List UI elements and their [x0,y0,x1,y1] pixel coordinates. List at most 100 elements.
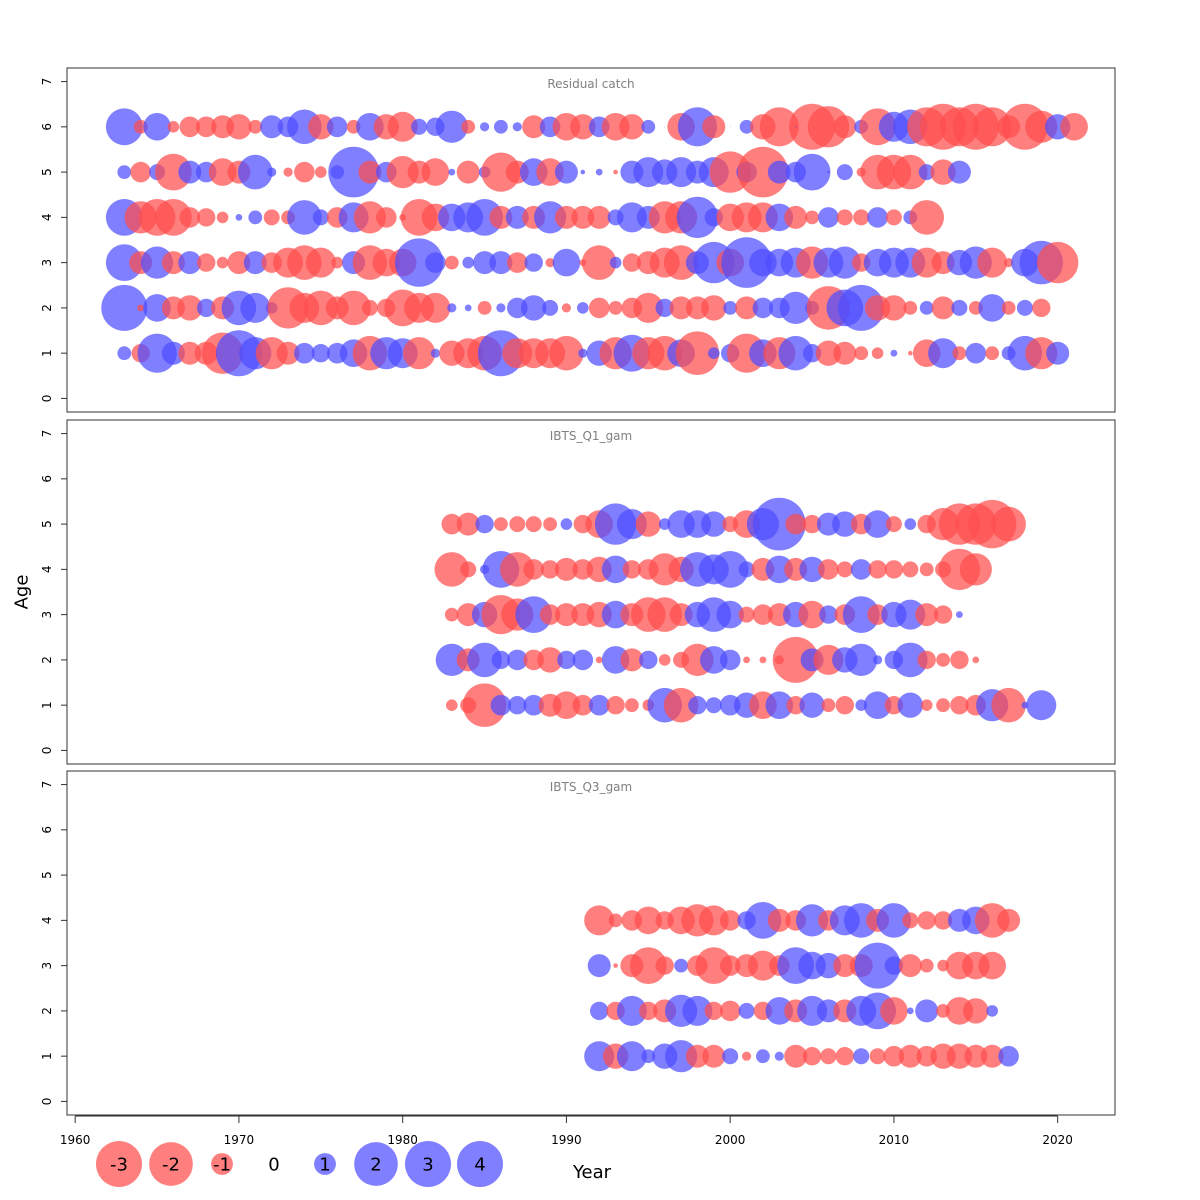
residual-bubble [489,251,513,275]
residual-bubble [507,252,528,273]
residual-bubble [178,341,202,365]
residual-bubble [972,107,1012,147]
residual-bubble [578,348,588,358]
residual-bubble [843,903,879,938]
residual-bubble [695,947,733,984]
y-tick-label: 2 [40,304,54,312]
residual-bubble [911,247,942,278]
residual-bubble [647,597,682,632]
y-tick-label: 2 [40,1007,54,1015]
residual-bubble [719,910,741,931]
residual-bubble [675,331,720,376]
residual-bubble [554,557,578,581]
residual-bubble [836,561,853,578]
residual-bubble [494,119,508,134]
residual-bubble [276,341,300,365]
residual-bubble [893,642,928,678]
residual-bubble [915,999,939,1023]
legend-bubble [149,1142,193,1186]
residual-bubble [420,292,451,323]
residual-bubble [998,1045,1019,1067]
y-tick-label: 3 [40,259,54,267]
residual-bubble [952,346,967,361]
residual-bubble [633,292,664,323]
residual-bubble [818,207,839,228]
residual-bubble [537,647,563,673]
residual-bubble [462,683,507,727]
residual-bubble [863,691,892,719]
residual-bubble [1037,241,1079,284]
residual-bubble [946,1043,973,1069]
residual-bubble [815,340,842,366]
residual-bubble [930,159,956,185]
x-tick-label: 2020 [1042,1133,1073,1147]
residual-bubble [303,290,339,326]
y-tick-label: 7 [40,78,54,86]
residual-bubble [738,1002,755,1019]
y-tick-label: 7 [40,781,54,789]
legend-bubble [405,1141,451,1187]
residual-bubble [747,950,778,981]
residual-bubble [376,207,397,228]
residual-bubble [1001,301,1016,315]
residual-bubble [143,294,171,322]
panel-title: IBTS_Q1_gam [550,429,632,443]
residual-bubble [441,513,463,535]
residual-bubble [448,168,456,176]
residual-bubble [620,648,644,672]
residual-bubble [853,1048,870,1065]
residual-bubble [735,296,759,320]
y-tick-label: 5 [40,520,54,528]
residual-bubble [835,696,854,715]
residual-bubble [980,1044,1004,1068]
residual-bubble [655,298,674,318]
residual-bubble [635,511,661,537]
legend-bubble [314,1153,336,1175]
y-tick-label: 3 [40,962,54,970]
residual-bubble [759,107,799,147]
residual-bubble [708,347,720,360]
residual-bubble [915,603,939,627]
residual-bubble [512,122,522,132]
residual-bubble [588,694,610,716]
residual-bubble [523,559,544,580]
residual-bubble [581,245,617,280]
residual-bubble [361,299,378,316]
residual-bubble [719,1000,741,1022]
residual-bubble [326,116,348,138]
residual-bubble [315,166,327,178]
residual-bubble [658,654,671,666]
residual-bubble [466,199,503,236]
residual-bubble [836,209,853,226]
residual-bubble [178,251,202,275]
residual-bubble [308,114,334,140]
residual-bubble [500,552,535,587]
residual-bubble [845,643,878,677]
residual-bubble [552,691,581,719]
residual-bubble [869,1048,886,1065]
residual-bubble [902,912,919,929]
residual-bubble [540,560,560,579]
residual-bubble [752,297,774,319]
residual-bubble [536,158,564,186]
residual-bubble [863,510,892,538]
residual-bubble [554,603,578,627]
residual-bubble [460,561,477,578]
residual-bubble [639,650,658,670]
residual-bubble [738,606,755,623]
residual-bubble [616,1041,647,1072]
residual-bubble [508,696,527,715]
residual-bubble [294,342,315,364]
residual-bubble [461,119,476,134]
residual-bubble [588,297,610,319]
x-axis: 1960 1970 1980 1990 2000 2010 2020 [60,1115,1073,1147]
residual-bubble [963,998,989,1024]
residual-bubble [312,209,329,226]
residual-bubble [179,116,201,138]
residual-bubble [515,596,553,633]
residual-bubble [832,511,858,537]
residual-bubble [821,698,836,713]
y-tick-label: 4 [40,566,54,574]
residual-bubble [595,168,603,176]
residual-bubble [226,114,252,140]
